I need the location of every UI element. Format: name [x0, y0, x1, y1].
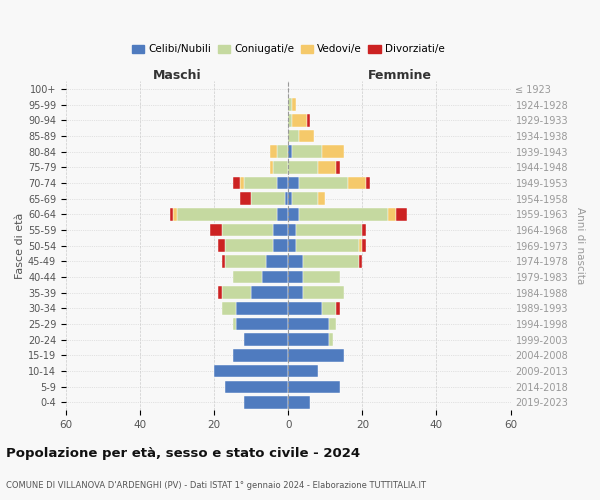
Bar	[214, 365, 288, 378]
Bar	[292, 114, 307, 126]
Bar	[288, 286, 303, 299]
Bar	[329, 318, 337, 330]
Bar	[347, 177, 366, 190]
Bar	[266, 255, 288, 268]
Bar	[221, 255, 225, 268]
Bar	[244, 396, 288, 408]
Bar	[288, 161, 318, 173]
Bar	[322, 146, 344, 158]
Bar	[251, 286, 288, 299]
Bar	[318, 192, 325, 205]
Bar	[362, 224, 366, 236]
Bar	[251, 192, 284, 205]
Bar	[288, 318, 329, 330]
Bar	[274, 224, 288, 236]
Bar	[288, 177, 299, 190]
Bar	[296, 224, 362, 236]
Bar	[277, 146, 288, 158]
Bar	[218, 240, 225, 252]
Bar	[292, 192, 318, 205]
Bar	[288, 302, 322, 314]
Bar	[299, 130, 314, 142]
Bar	[170, 208, 173, 220]
Bar	[296, 240, 359, 252]
Bar	[240, 177, 244, 190]
Bar	[288, 255, 303, 268]
Text: Popolazione per età, sesso e stato civile - 2024: Popolazione per età, sesso e stato civil…	[6, 448, 360, 460]
Bar	[303, 271, 340, 283]
Bar	[337, 161, 340, 173]
Bar	[277, 177, 288, 190]
Bar	[173, 208, 177, 220]
Bar	[211, 224, 221, 236]
Bar	[362, 240, 366, 252]
Text: Maschi: Maschi	[153, 69, 202, 82]
Bar	[292, 98, 296, 111]
Y-axis label: Fasce di età: Fasce di età	[15, 212, 25, 279]
Bar	[236, 302, 288, 314]
Bar	[221, 224, 274, 236]
Bar	[359, 240, 362, 252]
Bar	[329, 334, 333, 346]
Bar	[388, 208, 396, 220]
Bar	[284, 192, 288, 205]
Bar	[288, 208, 299, 220]
Bar	[288, 271, 303, 283]
Bar	[240, 192, 251, 205]
Bar	[288, 365, 318, 378]
Bar	[288, 240, 296, 252]
Bar	[307, 114, 310, 126]
Bar	[218, 286, 221, 299]
Bar	[396, 208, 407, 220]
Bar	[299, 208, 388, 220]
Text: COMUNE DI VILLANOVA D'ARDENGHI (PV) - Dati ISTAT 1° gennaio 2024 - Elaborazione : COMUNE DI VILLANOVA D'ARDENGHI (PV) - Da…	[6, 480, 426, 490]
Bar	[274, 161, 288, 173]
Bar	[337, 302, 340, 314]
Bar	[233, 271, 262, 283]
Bar	[303, 286, 344, 299]
Bar	[288, 224, 296, 236]
Bar	[288, 349, 344, 362]
Bar	[244, 334, 288, 346]
Bar	[318, 161, 337, 173]
Bar	[233, 318, 236, 330]
Bar	[244, 177, 277, 190]
Bar	[236, 318, 288, 330]
Bar	[288, 334, 329, 346]
Bar	[233, 177, 240, 190]
Bar	[262, 271, 288, 283]
Bar	[270, 146, 277, 158]
Bar	[221, 286, 251, 299]
Y-axis label: Anni di nascita: Anni di nascita	[575, 207, 585, 284]
Bar	[225, 255, 266, 268]
Bar	[225, 380, 288, 393]
Bar	[288, 146, 292, 158]
Bar	[288, 114, 292, 126]
Bar	[277, 208, 288, 220]
Bar	[366, 177, 370, 190]
Bar	[288, 396, 310, 408]
Bar	[303, 255, 359, 268]
Bar	[225, 240, 274, 252]
Legend: Celibi/Nubili, Coniugati/e, Vedovi/e, Divorziati/e: Celibi/Nubili, Coniugati/e, Vedovi/e, Di…	[128, 40, 449, 58]
Bar	[292, 146, 322, 158]
Bar	[288, 380, 340, 393]
Bar	[221, 302, 236, 314]
Bar	[288, 130, 299, 142]
Bar	[177, 208, 277, 220]
Bar	[274, 240, 288, 252]
Bar	[322, 302, 337, 314]
Bar	[288, 192, 292, 205]
Text: Femmine: Femmine	[367, 69, 431, 82]
Bar	[359, 255, 362, 268]
Bar	[270, 161, 274, 173]
Bar	[233, 349, 288, 362]
Bar	[299, 177, 347, 190]
Bar	[288, 98, 292, 111]
